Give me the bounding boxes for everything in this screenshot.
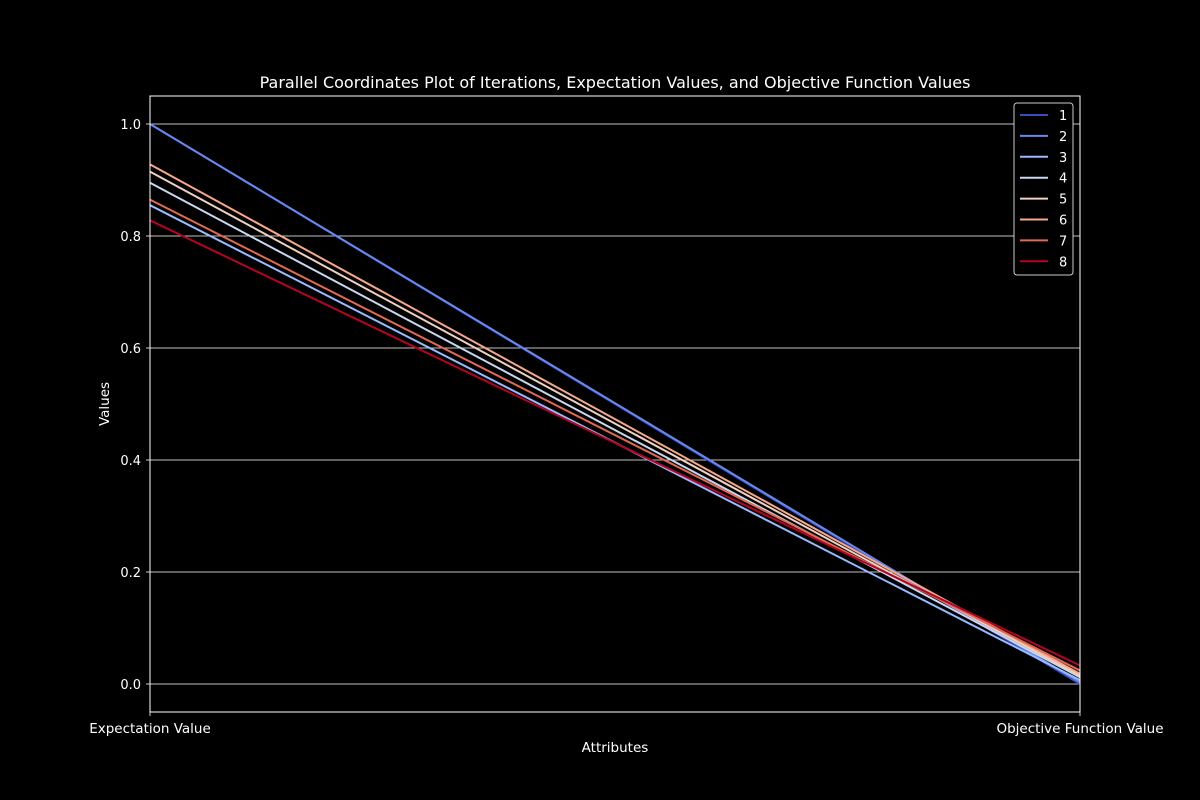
legend-label-2: 2 <box>1059 130 1067 145</box>
y-tick-label-1: 0.2 <box>120 566 141 581</box>
plot-frame <box>149 95 1081 713</box>
legend-label-6: 6 <box>1059 214 1067 229</box>
y-tick-label-5: 1.0 <box>120 118 141 133</box>
series-line-8 <box>149 219 1081 667</box>
y-tick-label-4: 0.8 <box>120 230 141 245</box>
x-category-label-1: Objective Function Value <box>996 721 1163 737</box>
legend-label-3: 3 <box>1059 151 1067 166</box>
x-axis-label: Attributes <box>582 740 649 756</box>
series-lines <box>149 123 1081 685</box>
x-category-label-0: Expectation Value <box>89 721 211 737</box>
legend-label-5: 5 <box>1059 193 1067 208</box>
legend-label-8: 8 <box>1059 255 1067 270</box>
chart-title: Parallel Coordinates Plot of Iterations,… <box>260 73 971 92</box>
legend: 1 2 3 4 5 6 7 8 <box>1013 102 1074 276</box>
y-tick-label-3: 0.6 <box>120 342 141 357</box>
legend-label-7: 7 <box>1059 234 1067 249</box>
legend-label-1: 1 <box>1059 109 1067 124</box>
y-axis-ticks: 0.0 0.2 0.4 0.6 0.8 1.0 <box>120 118 1081 716</box>
y-tick-label-2: 0.4 <box>120 454 141 469</box>
legend-label-4: 4 <box>1059 172 1067 187</box>
y-tick-label-0: 0.0 <box>120 678 141 693</box>
grid-layer <box>150 123 1080 685</box>
series-line-6 <box>149 163 1081 675</box>
legend-items: 1 2 3 4 5 6 7 8 <box>1020 109 1067 270</box>
legend-box <box>1013 102 1074 276</box>
y-axis-label: Values <box>97 382 113 426</box>
series-line-4 <box>149 181 1081 679</box>
